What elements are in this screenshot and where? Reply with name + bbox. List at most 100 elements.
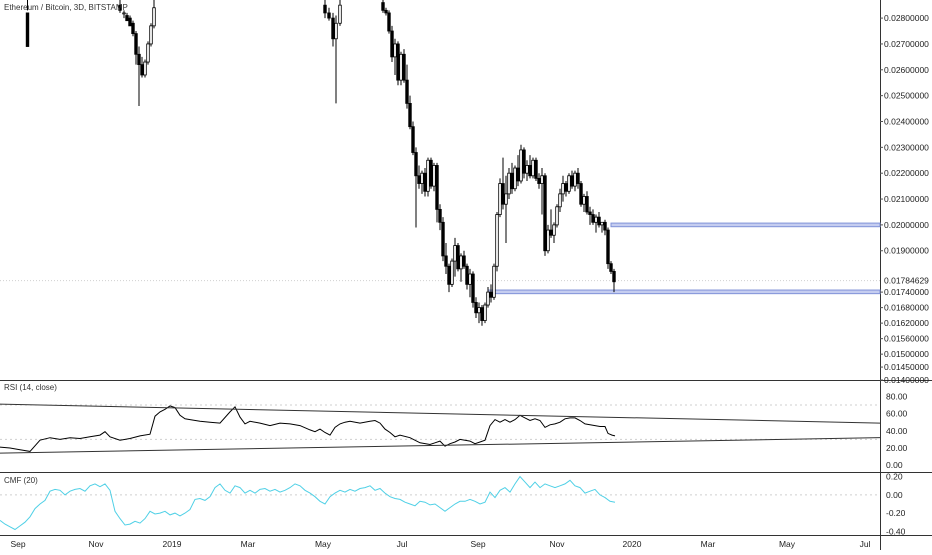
candle-down [125, 15, 129, 22]
rsi-trendline[interactable] [0, 403, 881, 424]
candle-up [146, 43, 150, 63]
candle-up [432, 165, 436, 187]
candle-down [543, 175, 547, 252]
candle-up [561, 183, 565, 195]
candle-up [393, 43, 397, 58]
time-axis[interactable]: Sep Nov 2019 Mar May Jul Sep Nov 2020 Mar May Jul [10, 539, 870, 549]
candle-down [534, 159, 538, 179]
rsi-line [0, 405, 616, 452]
candle-down [411, 126, 415, 153]
candle-up [143, 61, 147, 76]
candle-up [594, 216, 598, 223]
candle-down [327, 12, 331, 19]
candle-down [134, 33, 138, 55]
price-tick-label: 0.01900000 [884, 246, 929, 256]
candle-down [612, 271, 616, 283]
candle-up [504, 193, 508, 205]
cmf-pane[interactable] [0, 473, 880, 535]
candle-down [429, 159, 433, 187]
price-tick-label: 0.01680000 [884, 303, 929, 313]
candle-down [549, 229, 553, 236]
candles [25, 0, 616, 326]
candle-up [540, 175, 544, 184]
candle-up [495, 214, 499, 267]
price-pane[interactable] [0, 0, 880, 380]
price-axis[interactable]: 0.02800000 0.02700000 0.02600000 0.02500000… [880, 13, 929, 385]
candle-up [399, 53, 403, 81]
price-tick-label: 0.02600000 [884, 65, 929, 75]
time-tick-label: May [315, 539, 332, 549]
candle-down [510, 172, 514, 190]
candle-down [405, 79, 409, 104]
candle-down [474, 302, 478, 314]
candle-up [486, 291, 490, 306]
candle-down [414, 152, 418, 177]
symbol-title: Ethereum / Bitcoin, 3D, BITSTAMP [4, 3, 128, 12]
candle-up [453, 245, 457, 262]
candle-up [507, 172, 511, 195]
rsi-tick-label: 0.00 [886, 460, 903, 470]
time-tick-label: Mar [701, 539, 716, 549]
candle-up [555, 206, 559, 226]
candle-down [402, 53, 406, 81]
candle-down [591, 214, 595, 223]
cmf-tick-label: 0.20 [886, 472, 903, 482]
candle-up [334, 22, 338, 40]
candle-down [118, 4, 122, 11]
price-tick-label: 0.02300000 [884, 142, 929, 152]
candle-down [396, 43, 400, 81]
time-tick-label: May [779, 539, 796, 549]
rsi-indicator [0, 403, 881, 454]
candle-down [438, 208, 442, 223]
last-price-bg [881, 273, 932, 287]
candle-down [471, 273, 475, 303]
time-tick-label: 2020 [623, 539, 642, 549]
rsi-axis[interactable]: 80.00 60.00 40.00 20.00 0.00 [886, 391, 908, 470]
cmf-axis[interactable]: 0.20 0.00 -0.20 -0.40 [886, 472, 906, 537]
rsi-trendline[interactable] [0, 437, 881, 454]
candle-up [558, 193, 562, 208]
candle-down [501, 183, 505, 205]
price-tick-label: 0.02200000 [884, 168, 929, 178]
candle-up [531, 159, 535, 177]
candle-down [131, 22, 135, 35]
candle-up [483, 304, 487, 321]
rsi-pane[interactable] [0, 381, 880, 472]
candle-down [528, 165, 532, 177]
last-price-marker: 0.01784629 [881, 273, 932, 287]
price-tick-label: 0.02500000 [884, 91, 929, 101]
time-tick-label: 2019 [163, 539, 182, 549]
rsi-tick-label: 40.00 [886, 426, 908, 436]
time-tick-label: Nov [549, 539, 565, 549]
price-tick-label: 0.02800000 [884, 13, 929, 23]
cmf-tick-label: -0.20 [886, 508, 906, 518]
candle-down [417, 175, 421, 184]
candle-down [465, 265, 469, 285]
candle-up [513, 167, 517, 190]
rsi-title: RSI (14, close) [4, 383, 57, 392]
price-zone [610, 222, 881, 228]
time-tick-label: Jul [397, 539, 408, 549]
candle-down [408, 103, 412, 128]
candle-up [152, 7, 156, 27]
candle-down [489, 291, 493, 298]
time-tick-label: Jul [860, 539, 871, 549]
candle-up [600, 221, 604, 226]
candle-up [468, 273, 472, 285]
candle-down [323, 4, 327, 14]
time-tick-label: Sep [470, 539, 485, 549]
cmf-title: CMF (20) [4, 476, 38, 485]
price-tick-label: 0.01560000 [884, 334, 929, 344]
candle-down [137, 53, 141, 66]
candle-up [519, 149, 523, 182]
candle-down [128, 17, 132, 27]
candle-up [477, 307, 481, 314]
candle-down [381, 2, 385, 11]
candle-down [140, 64, 144, 76]
candle-down [384, 9, 388, 14]
candle-up [552, 224, 556, 236]
candle-down [609, 263, 613, 272]
